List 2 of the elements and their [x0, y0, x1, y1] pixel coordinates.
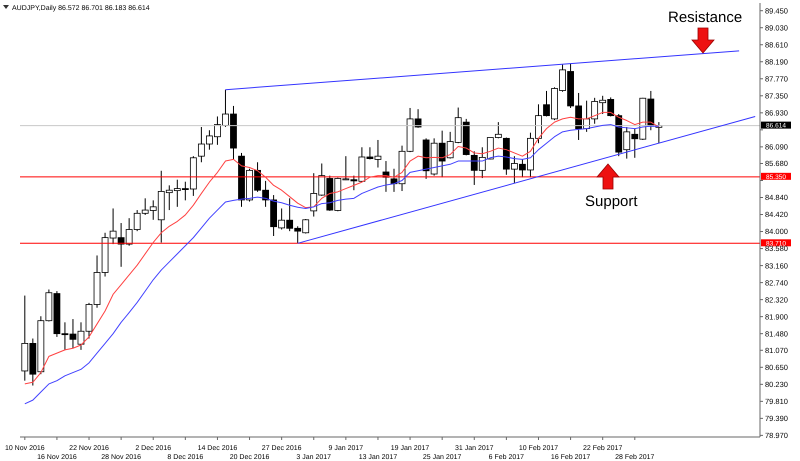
annotation: Support — [585, 193, 638, 210]
annotation: Resistance — [668, 9, 742, 26]
